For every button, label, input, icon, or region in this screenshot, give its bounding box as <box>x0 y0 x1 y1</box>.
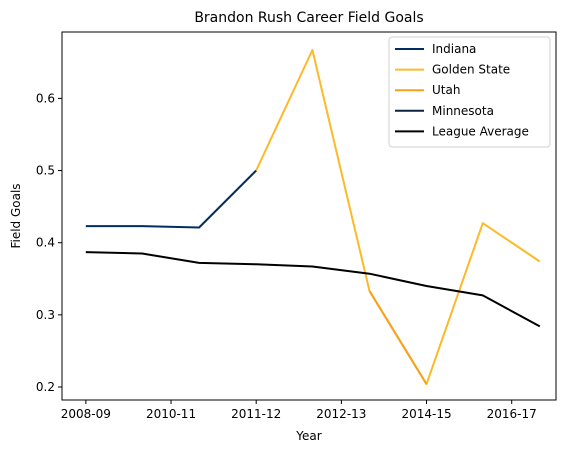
x-tick-label: 2012-13 <box>316 407 366 421</box>
legend: Indiana Golden State Utah Minnesota League A… <box>388 36 551 148</box>
y-tick-label: 0.3 <box>36 308 55 322</box>
legend-label-indiana: Indiana <box>432 42 476 56</box>
x-axis: 2008-09 2010-11 2011-12 2012-13 2014-15 2016-… <box>61 400 537 421</box>
x-axis-label: Year <box>295 429 321 443</box>
series-line-league-average <box>85 251 541 328</box>
x-tick-label: 2010-11 <box>146 407 196 421</box>
plot-area <box>85 49 541 386</box>
y-tick-label: 0.5 <box>36 164 55 178</box>
legend-label-utah: Utah <box>432 83 460 97</box>
legend-box <box>388 36 551 148</box>
series-line-utah <box>368 290 428 385</box>
y-axis: 0.2 0.3 0.4 0.5 0.6 <box>36 91 62 394</box>
series-line-indiana <box>85 169 257 229</box>
x-tick-label: 2008-09 <box>61 407 111 421</box>
legend-label-golden-state: Golden State <box>432 63 510 77</box>
y-tick-label: 0.6 <box>36 91 55 105</box>
x-tick-label: 2011-12 <box>231 407 281 421</box>
x-tick-label: 2016-17 <box>487 407 537 421</box>
y-axis-label: Field Goals <box>9 183 23 248</box>
y-tick-label: 0.2 <box>36 380 55 394</box>
x-tick-label: 2014-15 <box>401 407 451 421</box>
legend-label-league-average: League Average <box>432 124 529 138</box>
legend-label-minnesota: Minnesota <box>432 104 494 118</box>
plot-frame <box>61 31 557 401</box>
chart-title: Brandon Rush Career Field Goals <box>194 10 423 26</box>
y-tick-label: 0.4 <box>36 236 55 250</box>
